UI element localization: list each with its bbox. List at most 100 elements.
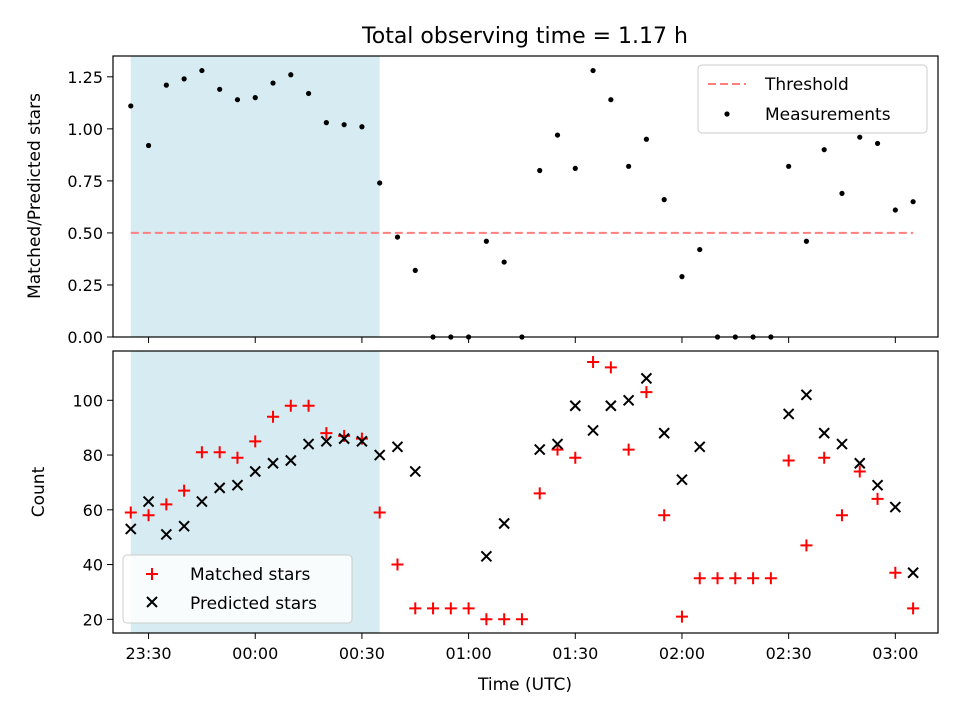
- x-tick-label: 01:30: [552, 644, 598, 663]
- measurement-point: [181, 76, 187, 82]
- predicted-star-point: [231, 479, 244, 491]
- matched-star-point: [373, 506, 386, 519]
- y-tick-label: 80: [83, 446, 103, 465]
- matched-star-point: [444, 602, 457, 615]
- measurement-point: [199, 67, 205, 74]
- matched-star-point: [853, 465, 866, 478]
- measurement-point: [323, 120, 329, 126]
- matched-star-point: [693, 572, 706, 585]
- x-tick-label: 00:00: [232, 644, 278, 663]
- measurement-point: [145, 142, 152, 149]
- predicted-star-point: [213, 482, 226, 494]
- predicted-star-point: [320, 435, 333, 448]
- bottom-legend: Matched stars Predicted stars: [122, 554, 353, 624]
- legend-matched-label: Matched stars: [190, 565, 310, 585]
- matched-star-point: [747, 572, 760, 585]
- measurement-point: [821, 147, 827, 153]
- matched-star-point: [729, 572, 742, 585]
- bottom-y-axis-label: Count: [29, 466, 49, 517]
- measurement-point: [874, 140, 881, 147]
- measurement-point: [305, 90, 312, 97]
- predicted-star-point: [640, 372, 653, 385]
- predicted-star-point: [409, 465, 421, 478]
- measurement-point: [163, 82, 169, 88]
- predicted-star-point: [196, 495, 208, 508]
- predicted-star-point: [818, 427, 830, 439]
- measurement-point: [626, 163, 632, 169]
- measurement-point: [234, 97, 241, 103]
- matched-star-point: [835, 509, 848, 522]
- measurement-point: [483, 238, 489, 244]
- predicted-star-point: [907, 567, 919, 579]
- measurement-point: [857, 134, 863, 140]
- matched-star-point: [249, 435, 262, 448]
- predicted-star-point: [694, 441, 706, 453]
- measurement-point: [839, 190, 845, 196]
- top-y-axis-label: Matched/Predicted stars: [25, 93, 45, 299]
- x-tick-label: 02:30: [766, 644, 812, 663]
- matched-star-point: [711, 572, 724, 585]
- y-tick-label: 0.50: [67, 224, 103, 243]
- top-chart-title: Total observing time = 1.17 h: [361, 24, 688, 49]
- predicted-star-point: [142, 495, 155, 508]
- measurement-point: [643, 136, 650, 142]
- predicted-star-point: [302, 438, 315, 450]
- measurement-point: [288, 72, 294, 78]
- matched-star-point: [907, 602, 920, 615]
- y-tick-label: 0.25: [67, 276, 103, 295]
- legend-measurements-label: Measurements: [765, 105, 891, 125]
- matched-star-point: [800, 539, 813, 552]
- matched-star-point: [818, 451, 831, 464]
- predicted-star-point: [622, 394, 635, 406]
- measurement-point: [554, 132, 561, 138]
- matched-star-point: [195, 446, 208, 459]
- x-tick-label: 02:00: [659, 644, 705, 663]
- predicted-star-point: [871, 479, 884, 491]
- matched-star-point: [533, 487, 546, 500]
- predicted-star-point: [854, 457, 866, 469]
- predicted-star-point: [836, 438, 848, 450]
- matched-star-point: [604, 361, 617, 374]
- matched-star-point: [142, 509, 155, 522]
- predicted-star-point: [800, 389, 813, 401]
- predicted-star-point: [658, 427, 670, 439]
- legend-threshold-label: Threshold: [764, 75, 849, 95]
- predicted-star-point: [569, 400, 581, 412]
- matched-star-point: [409, 602, 422, 615]
- predicted-star-point: [480, 550, 493, 563]
- top-legend-box: [697, 64, 928, 134]
- measurement-point: [786, 163, 792, 169]
- measurement-point: [892, 207, 898, 213]
- measurement-point: [661, 197, 667, 203]
- y-tick-label: 40: [83, 556, 103, 575]
- predicted-star-point: [178, 520, 190, 532]
- predicted-star-point: [267, 457, 279, 469]
- predicted-star-point: [125, 523, 137, 535]
- predicted-star-point: [356, 435, 368, 448]
- y-tick-label: 100: [72, 391, 103, 410]
- matched-star-point: [675, 610, 688, 623]
- legend-predicted-label: Predicted stars: [190, 594, 317, 614]
- measurement-point: [501, 259, 507, 265]
- legend-matched-swatch: [146, 568, 158, 580]
- matched-star-point: [889, 566, 902, 579]
- y-tick-label: 0.75: [67, 172, 103, 191]
- matched-star-point: [551, 443, 564, 456]
- bottom-legend-box: [122, 554, 353, 624]
- x-tick-label: 00:30: [339, 644, 385, 663]
- matched-star-point: [622, 443, 635, 456]
- predicted-star-point: [551, 438, 564, 450]
- measurement-point: [608, 97, 614, 103]
- legend-predicted-swatch: [146, 596, 158, 608]
- x-axis-label: Time (UTC): [477, 675, 572, 695]
- matched-star-point: [764, 572, 777, 585]
- top-plot-frame: [112, 55, 939, 338]
- top-panel: 0.00 0.25 0.50 0.75 1.00 1.25 Matched/Predict…: [25, 55, 939, 347]
- measurement-point: [697, 246, 703, 253]
- matched-star-point: [178, 484, 191, 497]
- matched-star-point: [782, 454, 795, 467]
- measurement-point: [128, 103, 134, 109]
- measurement-point: [270, 80, 276, 86]
- measurement-point: [910, 199, 916, 205]
